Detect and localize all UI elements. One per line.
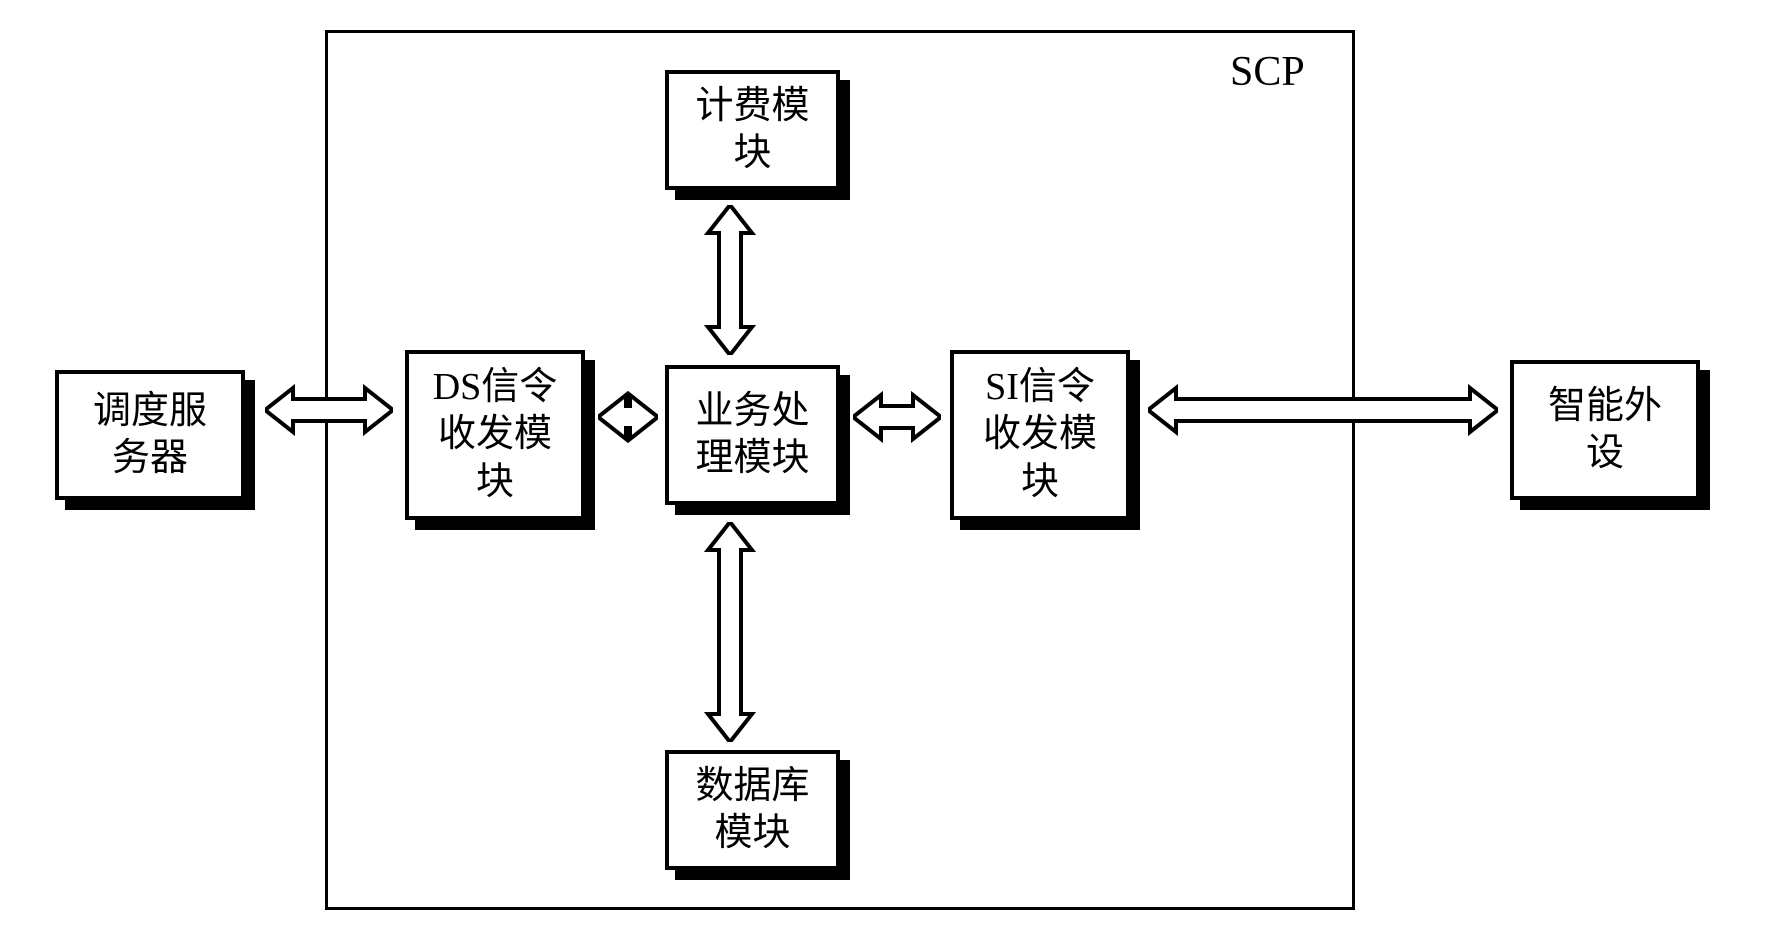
node-si-signal: SI信令 收发模 块 xyxy=(950,350,1130,520)
node-label: SI信令 收发模 块 xyxy=(983,364,1097,507)
edge-e-dispatch-ds xyxy=(265,384,393,441)
node-label: DS信令 收发模 块 xyxy=(433,364,558,507)
edge-e-service-si xyxy=(853,391,941,448)
node-label: 数据库 模块 xyxy=(695,763,809,858)
node-ds-signal: DS信令 收发模 块 xyxy=(405,350,585,520)
node-label: 业务处 理模块 xyxy=(695,388,809,483)
node-service-proc: 业务处 理模块 xyxy=(665,365,840,505)
node-label: 智能外 设 xyxy=(1548,383,1662,478)
edge-e-si-smart xyxy=(1148,384,1498,441)
node-billing: 计费模 块 xyxy=(665,70,840,190)
edge-e-bill-service xyxy=(704,205,756,360)
node-label: 调度服 务器 xyxy=(93,388,207,483)
node-smart-periph: 智能外 设 xyxy=(1510,360,1700,500)
diagram-canvas: SCP 调度服 务器 DS信令 收发模 块 计费模 块业务处 理模块数据库 模块 SI信… xyxy=(0,0,1771,939)
scp-container-label: SCP xyxy=(1230,48,1305,96)
node-label: 计费模 块 xyxy=(695,83,809,178)
node-database: 数据库 模块 xyxy=(665,750,840,870)
node-dispatch-server: 调度服 务器 xyxy=(55,370,245,500)
edge-e-ds-service xyxy=(598,391,658,448)
edge-e-service-db xyxy=(704,522,756,747)
